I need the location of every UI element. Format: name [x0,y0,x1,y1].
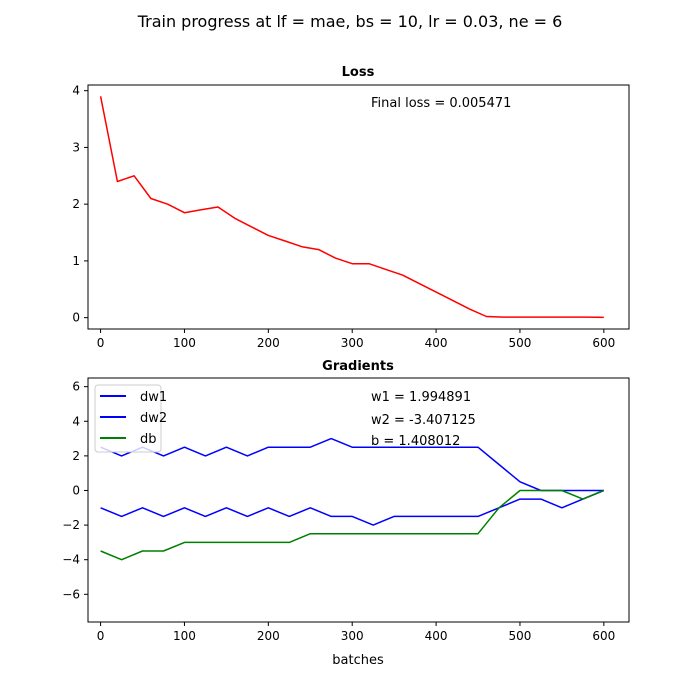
x-tick-label: 200 [257,336,280,350]
loss-panel-title: Loss [342,65,375,80]
y-tick-label: 2 [72,449,80,463]
y-tick-label: 4 [72,84,80,98]
gradients-annotation-w2: w2 = -3.407125 [371,413,476,428]
gradients-annotation-w1: w1 = 1.994891 [371,390,471,405]
loss-series-group [99,96,604,319]
y-tick-label: 3 [72,140,80,154]
loss-axes-frame [87,84,630,330]
y-tick-label: −4 [62,553,80,567]
y-tick-label: 0 [72,311,80,325]
x-tick-label: 600 [592,336,615,350]
gradients-xlabel: batches [332,653,384,668]
series-line-db [100,489,605,561]
x-tick-label: 200 [257,629,280,643]
y-tick-label: 6 [72,380,80,394]
y-tick-label: −2 [62,518,80,532]
x-tick-label: 600 [592,629,615,643]
x-tick-label: 400 [425,629,448,643]
series-line-dw1 [100,437,604,492]
loss-axis-ticks: 0 100 200 300 400 500 600 0 1 2 3 4 [72,84,615,350]
gradients-annotation-b: b = 1.408012 [371,434,460,449]
x-tick-label: 400 [425,336,448,350]
y-tick-label: 4 [72,414,80,428]
x-tick-label: 100 [173,336,196,350]
y-tick-label: 2 [72,197,80,211]
gradients-axes-frame [87,377,630,623]
loss-annotation-final-loss: Final loss = 0.005471 [371,96,511,111]
x-tick-label: 300 [341,336,364,350]
legend-label-db: db [140,432,157,447]
series-line-loss [99,96,604,319]
series-line-dw2 [100,489,605,526]
x-tick-label: 500 [509,629,532,643]
legend-box [94,384,162,453]
y-tick-label: −6 [62,587,80,601]
gradients-panel-title: Gradients [322,359,394,374]
figure-suptitle: Train progress at lf = mae, bs = 10, lr … [137,12,563,31]
y-tick-label: 1 [72,254,80,268]
legend-label-dw1: dw1 [140,390,167,405]
x-tick-label: 300 [341,629,364,643]
gradients-series-group [100,437,605,561]
legend-label-dw2: dw2 [140,411,167,426]
x-tick-label: 100 [173,629,196,643]
x-tick-label: 0 [97,336,105,350]
gradients-panel: Gradients 0 100 200 300 400 500 600−6−4−20246 … [62,359,630,668]
loss-panel: Loss 0 100 200 300 400 500 600 0 1 2 3 4 Final loss… [72,65,630,350]
x-tick-label: 500 [509,336,532,350]
gradients-axis-ticks: 0 100 200 300 400 500 600 −6 −4 −2 0 2 4 6 [62,380,615,643]
x-tick-label: 0 [97,629,105,643]
y-tick-label: 0 [72,483,80,497]
gradients-legend: dw1 dw2 db [94,384,167,453]
